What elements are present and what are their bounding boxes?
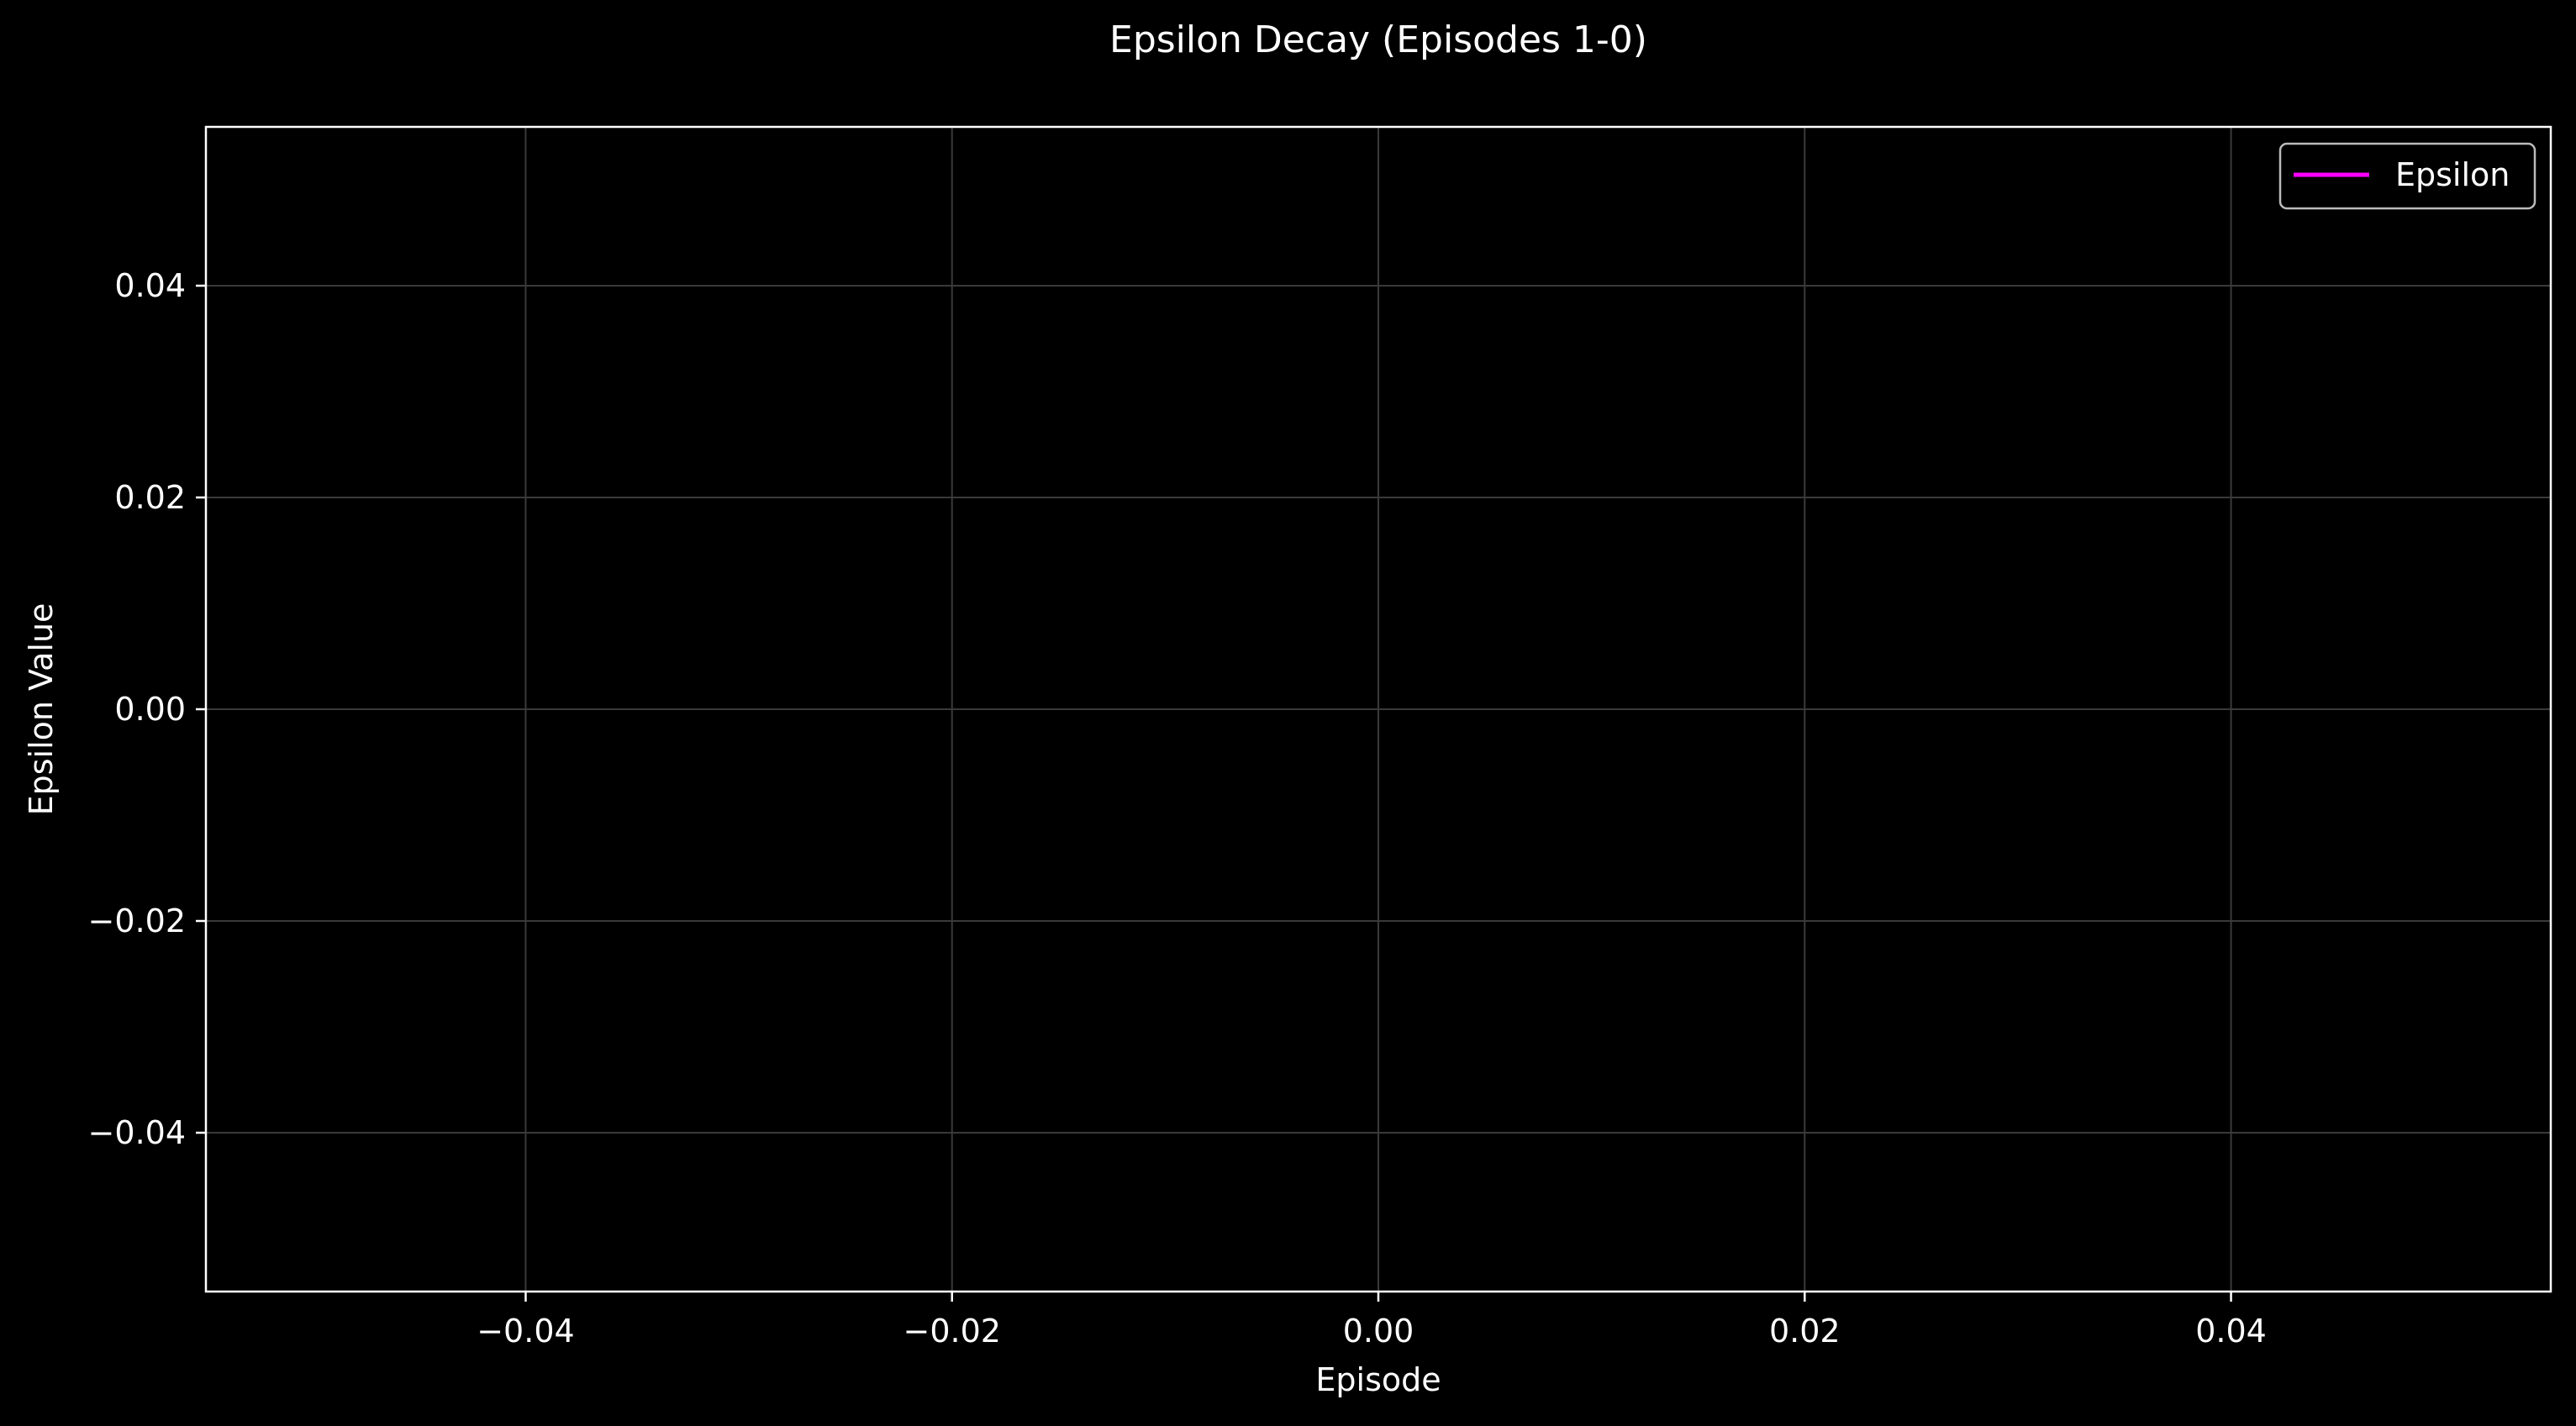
y-tick-label: 0.00: [114, 691, 186, 728]
y-tick-label: 0.02: [114, 479, 186, 516]
x-axis-ticks: −0.04 −0.02 0.00 0.02 0.04: [477, 1292, 2267, 1350]
y-axis-ticks: −0.04 −0.02 0.00 0.02 0.04: [88, 267, 206, 1151]
legend-box: [2278, 142, 2536, 210]
x-axis-label: Episode: [1315, 1361, 1441, 1398]
chart-title: Epsilon Decay (Episodes 1-0): [1109, 18, 1647, 61]
y-tick-label: −0.04: [88, 1114, 186, 1151]
x-tick-label: −0.02: [903, 1313, 1001, 1350]
y-tick-label: 0.04: [114, 267, 186, 304]
x-tick-label: 0.00: [1343, 1313, 1414, 1350]
x-tick-label: 0.04: [2195, 1313, 2267, 1350]
x-tick-label: 0.02: [1769, 1313, 1841, 1350]
y-tick-label: −0.02: [88, 902, 186, 939]
y-axis-label: Epsilon Value: [23, 603, 60, 816]
grid: [206, 127, 2551, 1292]
x-tick-label: −0.04: [477, 1313, 574, 1350]
legend-label-epsilon: Epsilon: [2395, 156, 2510, 193]
legend: Epsilon: [2278, 142, 2536, 210]
